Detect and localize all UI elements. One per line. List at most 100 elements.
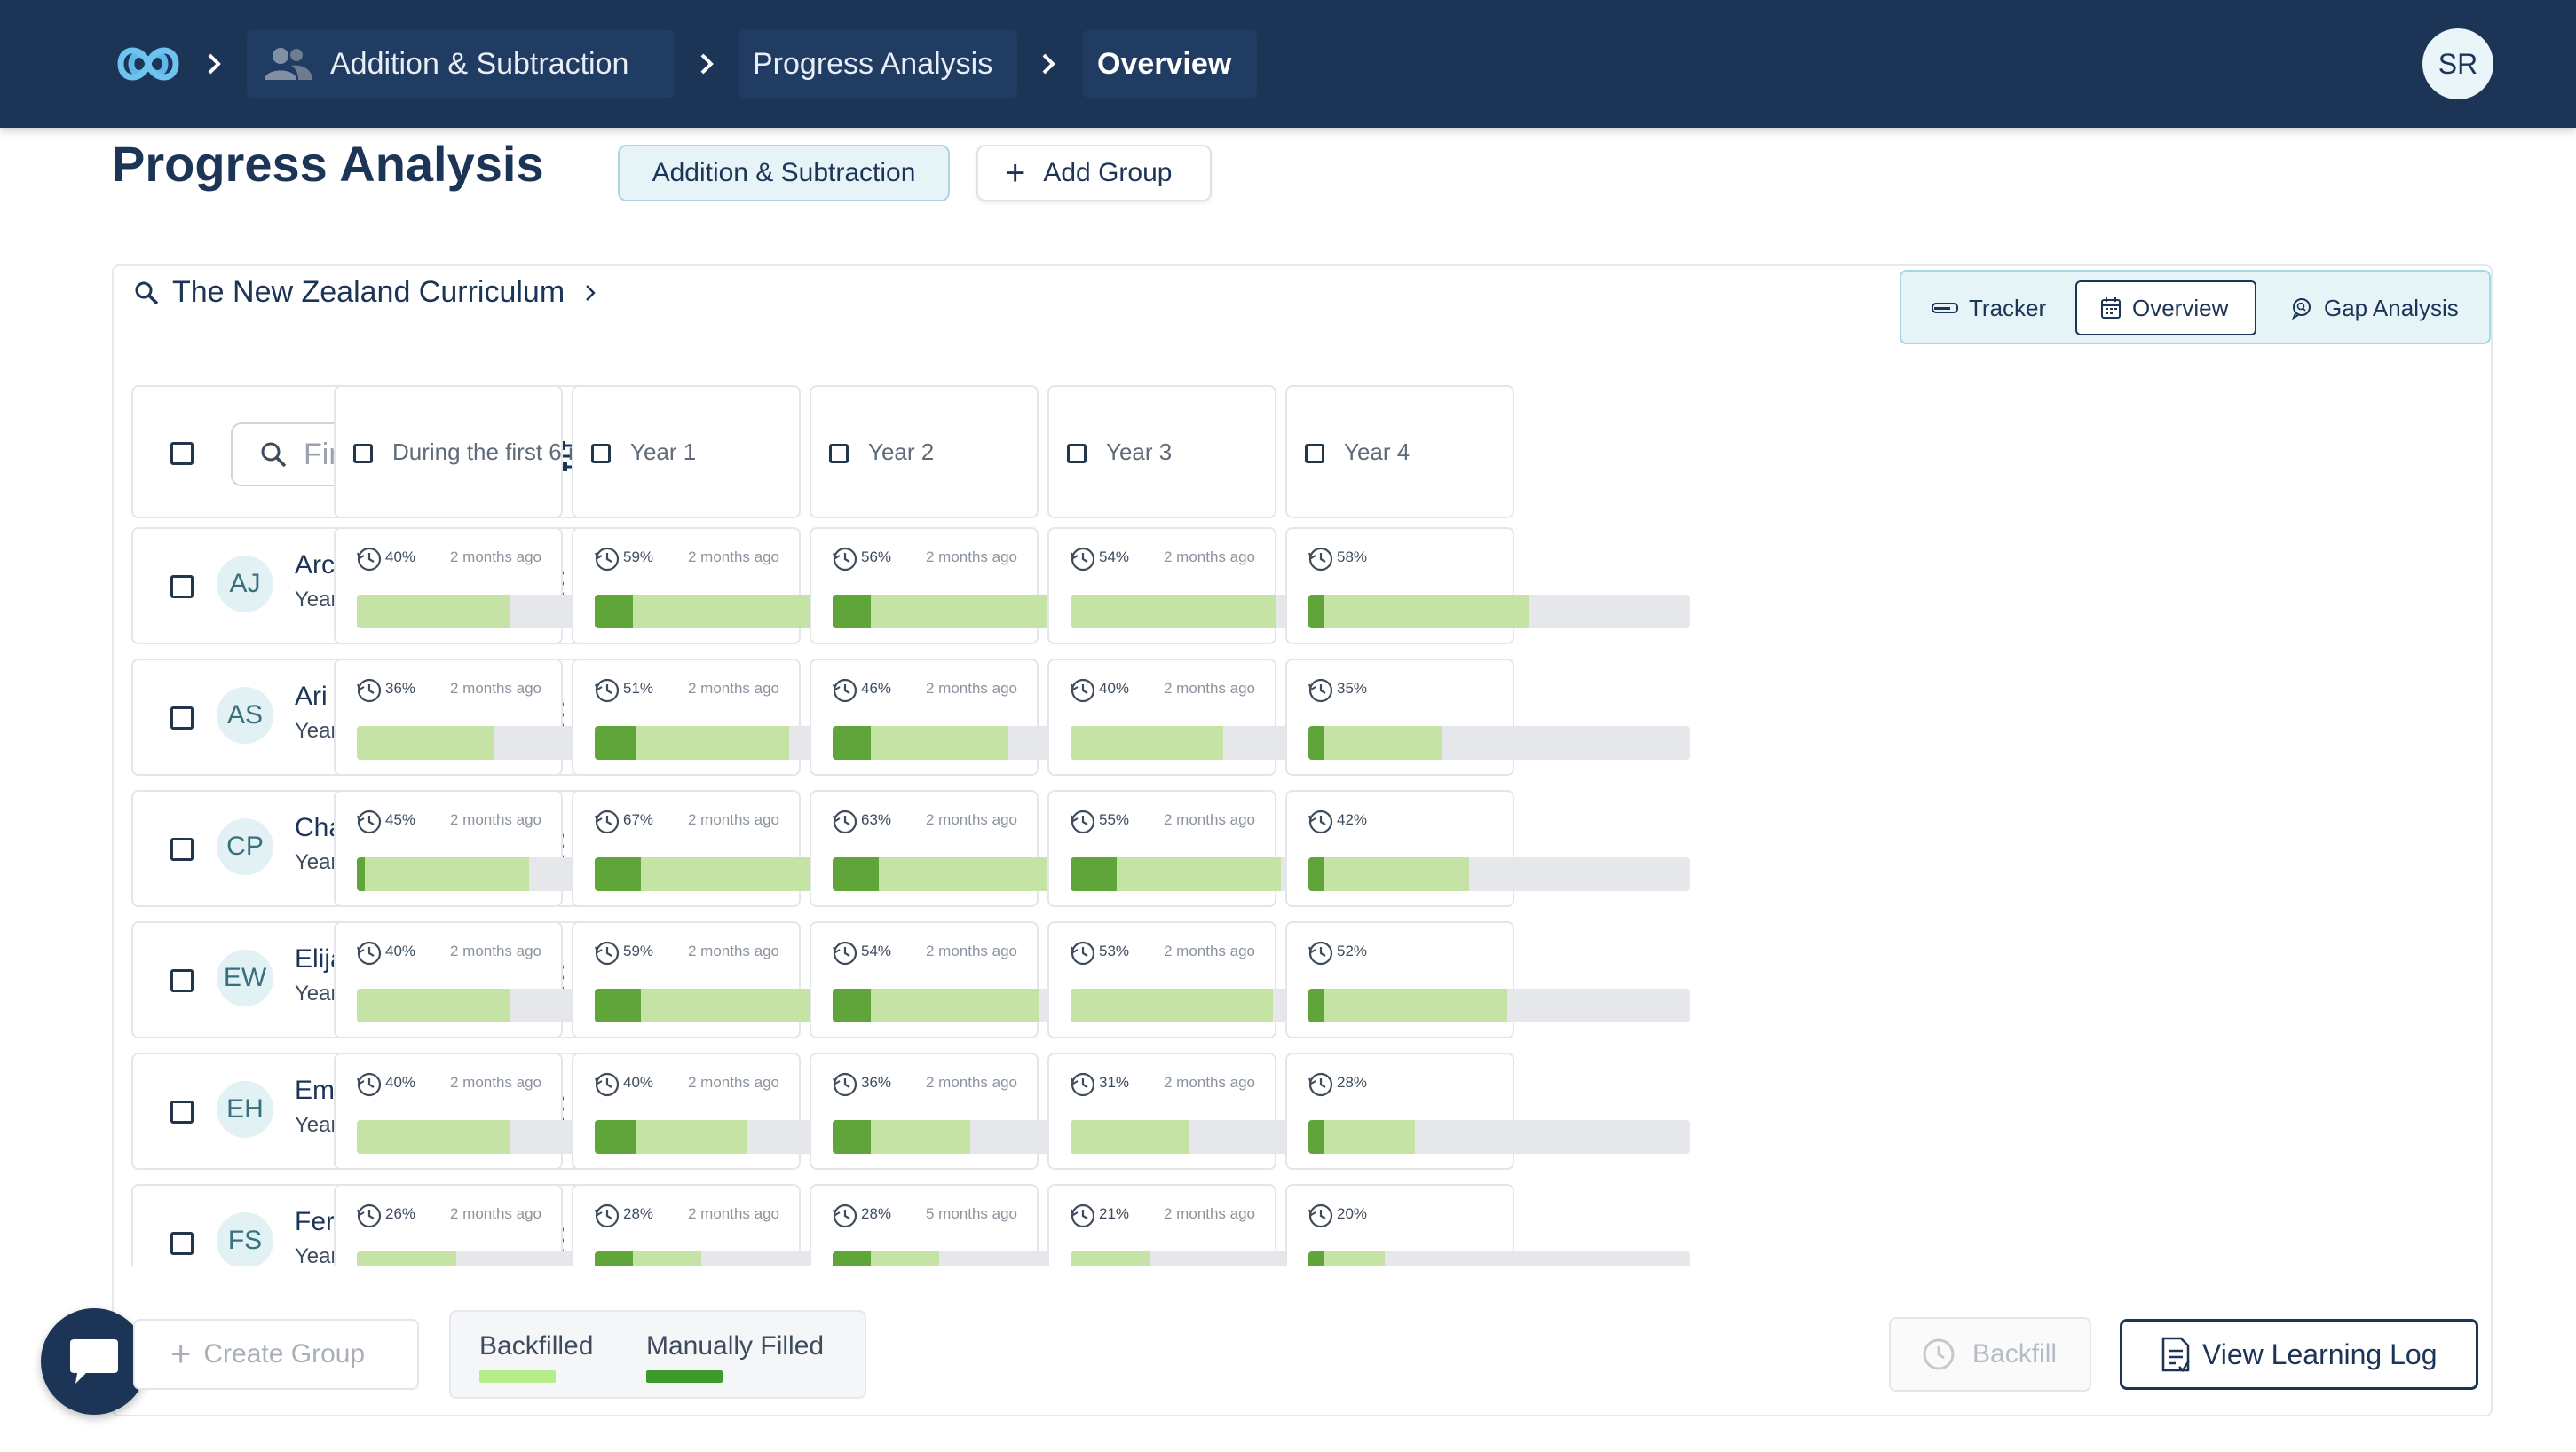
- progress-cell[interactable]: 28%: [1285, 1053, 1690, 1170]
- view-learning-log-button[interactable]: View Learning Log: [2120, 1319, 2478, 1390]
- infinity-logo-icon[interactable]: [114, 41, 183, 87]
- progress-bar: [833, 595, 1214, 628]
- progress-updated: 2 months ago: [687, 548, 779, 565]
- progress-cell[interactable]: 31% 2 months ago: [1047, 1053, 1452, 1170]
- backfilled-fill: [1308, 595, 1530, 628]
- progress-cell[interactable]: 35%: [1285, 659, 1690, 776]
- progress-cell[interactable]: 40% 2 months ago: [334, 527, 739, 644]
- progress-cell[interactable]: 28% 2 months ago: [572, 1184, 976, 1266]
- progress-cell[interactable]: 56% 2 months ago: [810, 527, 1214, 644]
- progress-percent: 36%: [385, 680, 416, 697]
- chevron-right-icon: [700, 53, 714, 75]
- progress-percent: 42%: [1337, 811, 1368, 828]
- user-avatar[interactable]: SR: [2422, 28, 2493, 99]
- progress-cell[interactable]: 36% 2 months ago: [334, 659, 739, 776]
- progress-cell[interactable]: 46% 2 months ago: [810, 659, 1214, 776]
- column-select-checkbox[interactable]: [829, 444, 849, 463]
- chat-button[interactable]: [41, 1308, 147, 1415]
- progress-bar: [1308, 726, 1690, 760]
- progress-cell[interactable]: 52%: [1285, 921, 1690, 1038]
- progress-cell[interactable]: 20%: [1285, 1184, 1690, 1266]
- column-select-checkbox[interactable]: [353, 444, 373, 463]
- curriculum-selector[interactable]: The New Zealand Curriculum: [133, 275, 616, 310]
- backfilled-fill: [1308, 1120, 1416, 1154]
- progress-cell[interactable]: 59% 2 months ago: [572, 921, 976, 1038]
- progress-cell[interactable]: 40% 2 months ago: [1047, 659, 1452, 776]
- progress-cell[interactable]: 54% 2 months ago: [810, 921, 1214, 1038]
- progress-updated: 2 months ago: [1163, 943, 1255, 959]
- progress-cell[interactable]: 45% 2 months ago: [334, 790, 739, 907]
- progress-cell[interactable]: 67% 2 months ago: [572, 790, 976, 907]
- progress-cell[interactable]: 40% 2 months ago: [572, 1053, 976, 1170]
- column-select-checkbox[interactable]: [1305, 444, 1324, 463]
- history-icon: [833, 547, 857, 572]
- manual-fill: [833, 857, 879, 891]
- progress-percent: 63%: [861, 811, 892, 828]
- learner-checkbox[interactable]: [170, 838, 194, 861]
- progress-bar: [1308, 595, 1690, 628]
- column-header: Year 3: [1047, 385, 1276, 518]
- progress-updated: 2 months ago: [925, 811, 1017, 828]
- progress-cell[interactable]: 55% 2 months ago: [1047, 790, 1452, 907]
- progress-cell[interactable]: 51% 2 months ago: [572, 659, 976, 776]
- manual-fill: [1308, 857, 1324, 891]
- backfilled-fill: [357, 857, 529, 891]
- create-group-button[interactable]: + Create Group: [133, 1319, 419, 1390]
- learner-checkbox[interactable]: [170, 575, 194, 598]
- progress-cell[interactable]: 42%: [1285, 790, 1690, 907]
- history-icon: [1071, 941, 1095, 966]
- breadcrumb-label: Progress Analysis: [753, 46, 993, 81]
- breadcrumb-label: Overview: [1097, 46, 1232, 81]
- learner-checkbox[interactable]: [170, 1232, 194, 1255]
- breadcrumb-progress-analysis[interactable]: Progress Analysis: [739, 30, 1017, 98]
- progress-cell[interactable]: 28% 5 months ago: [810, 1184, 1214, 1266]
- add-group-button[interactable]: + Add Group: [976, 145, 1212, 201]
- history-icon: [833, 809, 857, 834]
- progress-percent: 54%: [861, 943, 892, 959]
- people-icon: [265, 48, 312, 80]
- progress-cell[interactable]: 21% 2 months ago: [1047, 1184, 1452, 1266]
- history-icon: [595, 1072, 620, 1097]
- progress-cell[interactable]: 26% 2 months ago: [334, 1184, 739, 1266]
- column-select-checkbox[interactable]: [591, 444, 611, 463]
- select-all-checkbox[interactable]: [170, 442, 194, 465]
- learner-avatar: AJ: [217, 556, 273, 612]
- progress-cell[interactable]: 59% 2 months ago: [572, 527, 976, 644]
- progress-cell[interactable]: 53% 2 months ago: [1047, 921, 1452, 1038]
- progress-cell[interactable]: 58%: [1285, 527, 1690, 644]
- history-icon: [357, 809, 382, 834]
- progress-updated: 2 months ago: [687, 680, 779, 697]
- progress-updated: 2 months ago: [1163, 1205, 1255, 1222]
- progress-cell[interactable]: 63% 2 months ago: [810, 790, 1214, 907]
- tab-overview[interactable]: Overview: [2075, 280, 2256, 335]
- progress-cell[interactable]: 36% 2 months ago: [810, 1053, 1214, 1170]
- progress-cell[interactable]: 40% 2 months ago: [334, 921, 739, 1038]
- column-select-checkbox[interactable]: [1067, 444, 1087, 463]
- backfilled-fill: [1308, 726, 1442, 760]
- tab-label: Gap Analysis: [2324, 294, 2459, 321]
- learner-checkbox[interactable]: [170, 969, 194, 992]
- progress-percent: 45%: [385, 811, 416, 828]
- progress-bar: [1308, 857, 1690, 891]
- backfill-button[interactable]: Backfill: [1889, 1317, 2091, 1392]
- progress-updated: 2 months ago: [925, 1074, 1017, 1091]
- progress-cell[interactable]: 40% 2 months ago: [334, 1053, 739, 1170]
- learner-checkbox[interactable]: [170, 706, 194, 730]
- breadcrumb-overview[interactable]: Overview: [1083, 30, 1257, 98]
- progress-updated: 2 months ago: [925, 548, 1017, 565]
- backfilled-fill: [357, 726, 494, 760]
- history-icon: [595, 809, 620, 834]
- subject-tag-button[interactable]: Addition & Subtraction: [618, 145, 950, 201]
- document-icon: [2161, 1337, 2191, 1372]
- column-header: Year 1: [572, 385, 801, 518]
- progress-cell[interactable]: 54% 2 months ago: [1047, 527, 1452, 644]
- breadcrumb-addition-subtraction[interactable]: Addition & Subtraction: [247, 30, 675, 98]
- manual-fill: [595, 595, 633, 628]
- history-icon: [357, 547, 382, 572]
- progress-percent: 59%: [623, 548, 654, 565]
- tab-gap-analysis[interactable]: Gap Analysis: [2290, 280, 2459, 335]
- progress-updated: 2 months ago: [687, 811, 779, 828]
- learner-checkbox[interactable]: [170, 1101, 194, 1124]
- backfilled-fill: [1071, 1251, 1151, 1266]
- tab-tracker[interactable]: Tracker: [1932, 280, 2046, 335]
